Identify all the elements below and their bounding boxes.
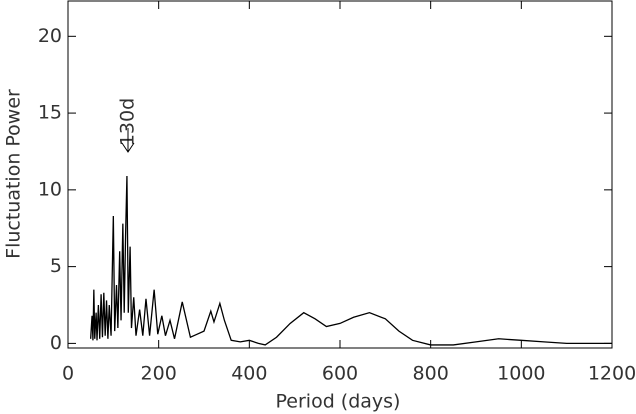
x-tick-label: 800 <box>413 363 449 385</box>
x-tick-label: 400 <box>231 363 267 385</box>
x-axis-label: Period (days) <box>276 391 401 413</box>
x-tick-label: 1000 <box>497 363 545 385</box>
x-tick-label: 600 <box>322 363 358 385</box>
y-tick-label: 10 <box>38 178 62 200</box>
y-tick-label: 5 <box>50 255 62 277</box>
x-tick-label: 0 <box>62 363 74 385</box>
annotation: 130d <box>117 98 139 146</box>
plot-frame <box>67 0 613 349</box>
data-line <box>90 176 612 346</box>
y-tick-label: 0 <box>50 332 62 354</box>
x-tick-label: 200 <box>141 363 177 385</box>
y-tick-label: 20 <box>38 25 62 47</box>
y-tick-label: 15 <box>38 102 62 124</box>
annotation-arrow <box>121 128 135 153</box>
y-axis-label: Fluctuation Power <box>3 89 25 259</box>
x-tick-label: 1200 <box>588 363 636 385</box>
